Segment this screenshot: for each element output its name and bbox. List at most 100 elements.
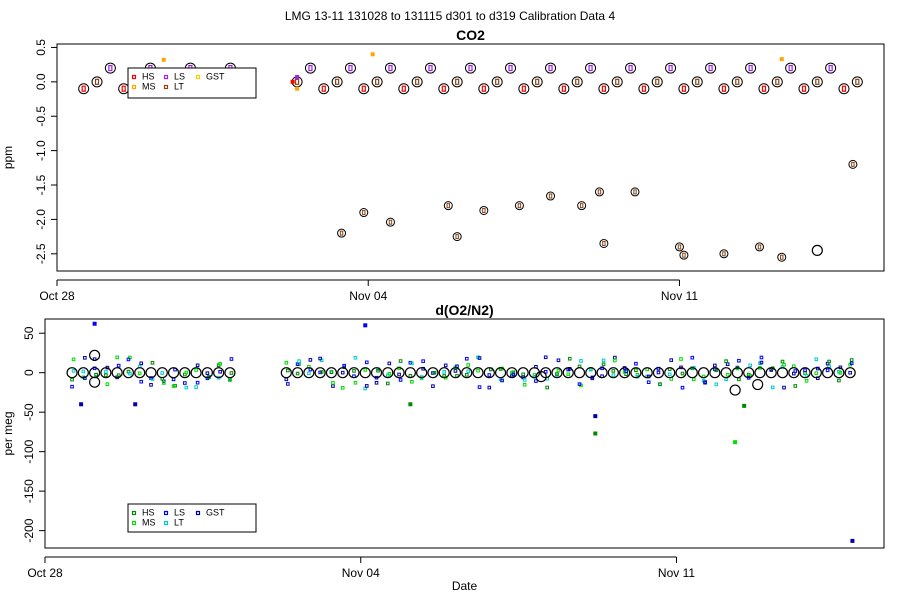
- data-point-hs: [521, 85, 526, 92]
- y-tick-label: -0.5: [34, 106, 48, 127]
- legend-box: [127, 67, 257, 99]
- legend-swatch-ms: [131, 520, 137, 526]
- data-point-ms: [679, 357, 683, 361]
- mean-marker: [551, 367, 563, 379]
- data-point-gst: [782, 385, 786, 390]
- mean-marker: [585, 62, 597, 74]
- mean-marker: [558, 83, 570, 95]
- mean-marker: [483, 367, 495, 379]
- data-point-gst: [284, 377, 289, 382]
- data-point-ls: [634, 361, 638, 366]
- data-point-gst: [308, 358, 313, 362]
- data-point-gst: [139, 361, 144, 366]
- data-point-lt: [851, 161, 855, 167]
- mean-marker: [104, 62, 116, 74]
- mean-marker: [100, 367, 112, 379]
- mean-marker: [77, 367, 89, 379]
- legend-swatch-ls: [163, 510, 169, 516]
- data-point-hs: [432, 370, 437, 375]
- mean-marker: [811, 76, 823, 88]
- mean-marker: [91, 76, 103, 88]
- data-point-hs: [229, 371, 234, 375]
- data-point-hs: [361, 85, 366, 92]
- data-point-lt: [446, 203, 450, 209]
- mean-marker: [630, 187, 640, 197]
- data-point-ls: [195, 380, 200, 385]
- data-point-ms: [161, 381, 166, 385]
- data-point-lt: [579, 203, 584, 209]
- data-point-ms: [295, 86, 300, 91]
- data-point-ms: [161, 57, 166, 62]
- mean-marker: [111, 367, 123, 379]
- data-point-hs: [841, 85, 847, 92]
- mean-marker: [785, 62, 797, 74]
- mean-marker: [822, 367, 834, 379]
- mean-marker: [385, 217, 395, 227]
- data-point-ls: [108, 64, 113, 72]
- data-point-ms: [331, 381, 335, 385]
- mean-marker: [393, 367, 405, 379]
- x-tick-label: Nov 11: [661, 289, 698, 303]
- data-point-lt: [757, 244, 762, 250]
- mean-marker: [729, 384, 741, 396]
- data-point-ms: [466, 363, 471, 367]
- data-point-hs: [742, 403, 747, 408]
- mean-marker: [514, 201, 524, 211]
- mean-marker: [788, 367, 800, 379]
- data-point-hs: [761, 85, 767, 92]
- legend-swatch-hs: [131, 510, 137, 516]
- legend-swatch-lt: [163, 84, 169, 90]
- data-point-ls: [126, 357, 131, 362]
- mean-marker: [719, 249, 729, 259]
- mean-marker: [731, 367, 744, 379]
- data-point-ls: [468, 64, 473, 72]
- data-point-ls: [793, 369, 798, 373]
- mean-marker: [752, 378, 764, 391]
- mean-marker: [825, 62, 837, 74]
- data-point-ms: [476, 368, 480, 373]
- mean-marker: [358, 83, 370, 95]
- data-point-ls: [398, 378, 403, 382]
- data-point-ms: [566, 372, 571, 377]
- legend-label-ms: MS: [142, 82, 156, 92]
- data-point-lt: [184, 385, 189, 390]
- mean-marker: [528, 367, 541, 379]
- mean-marker: [611, 76, 623, 88]
- mean-marker: [577, 201, 587, 211]
- data-point-lt: [522, 378, 527, 382]
- data-point-hs: [408, 374, 413, 378]
- data-point-ls: [646, 380, 651, 385]
- mean-marker: [546, 191, 556, 201]
- data-point-ls: [388, 64, 393, 72]
- mean-marker: [598, 83, 610, 95]
- data-point-ls: [788, 64, 793, 72]
- data-point-lt: [482, 207, 486, 213]
- data-point-ls: [588, 64, 593, 72]
- data-point-hs: [116, 373, 121, 378]
- mean-marker: [427, 367, 439, 379]
- data-point-hs: [408, 402, 413, 407]
- data-point-gst: [725, 362, 730, 366]
- x-tick-label: Oct 28: [39, 289, 75, 303]
- mean-marker: [318, 83, 330, 95]
- data-point-lt: [548, 193, 553, 199]
- y-tick-label: -2.5: [34, 243, 48, 264]
- data-point-ls: [477, 385, 482, 389]
- data-point-hs: [803, 371, 807, 375]
- mean-marker: [398, 83, 410, 95]
- data-point-gst: [218, 369, 222, 374]
- mean-marker: [134, 367, 146, 379]
- y-tick-label: -1.0: [34, 140, 48, 161]
- mean-marker: [337, 367, 349, 379]
- mean-marker: [731, 76, 743, 88]
- mean-marker: [491, 76, 503, 88]
- data-point-ms: [370, 52, 375, 57]
- y-tick-label: 0.5: [34, 39, 48, 56]
- data-point-gst: [331, 384, 335, 388]
- mean-marker: [370, 367, 383, 379]
- mean-marker: [344, 62, 356, 74]
- mean-marker: [798, 83, 810, 95]
- mean-marker: [66, 367, 78, 379]
- mean-marker: [844, 367, 856, 379]
- data-point-ls: [421, 359, 425, 363]
